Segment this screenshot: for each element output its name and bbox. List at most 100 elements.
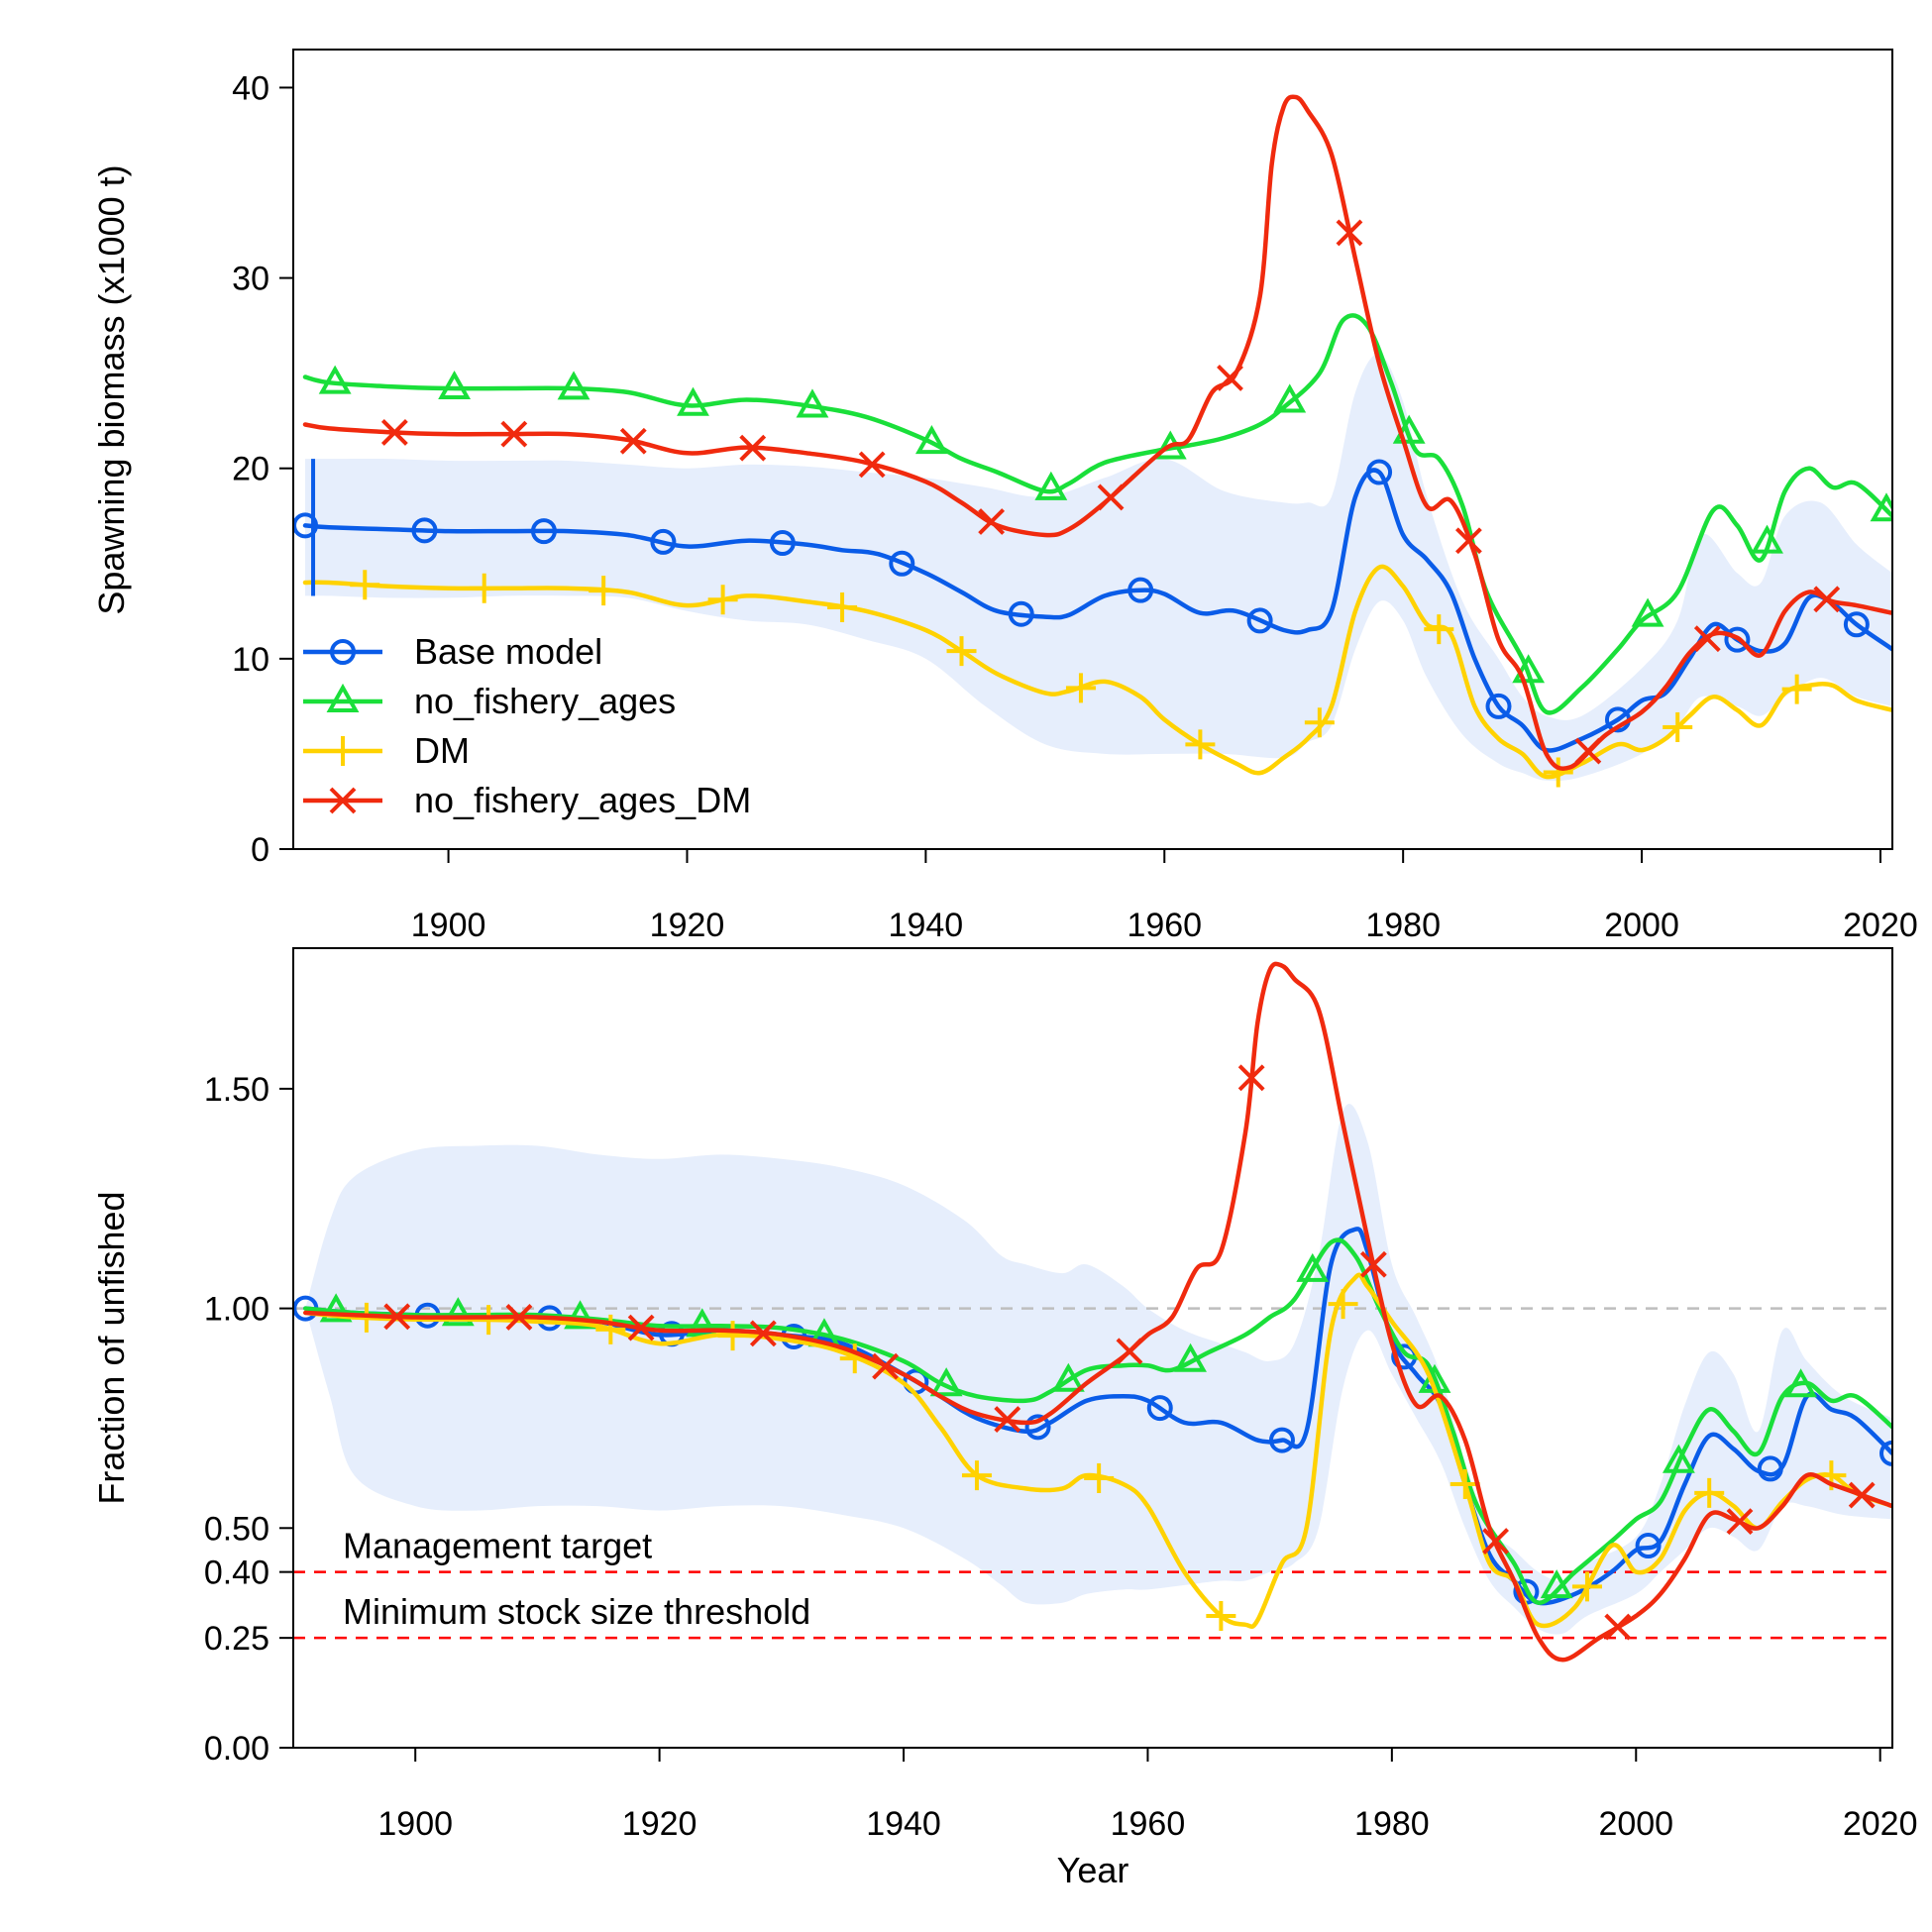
x-tick-label: 2020	[1843, 907, 1918, 944]
series-point-base-model	[411, 517, 438, 544]
legend-label-no-fishery-ages: no_fishery_ages	[414, 681, 676, 721]
series-point-dm	[474, 1305, 504, 1336]
x-tick-label: 1920	[650, 907, 725, 944]
series-point-no-fishery-ages-dm	[1813, 586, 1841, 613]
series-point-no-fishery-ages	[441, 1297, 475, 1327]
series-point-base-model	[1879, 1440, 1892, 1466]
x-tick-label: 1940	[889, 907, 964, 944]
series-point-no-fishery-ages-dm	[500, 420, 528, 448]
series-point-no-fishery-ages	[686, 1308, 719, 1338]
x-tick-label: 2000	[1598, 1805, 1673, 1843]
y-tick-label: 40	[232, 69, 269, 107]
series-point-no-fishery-ages	[1662, 1444, 1695, 1473]
y-tick-label: 0	[251, 831, 269, 869]
series-point-no-fishery-ages-dm	[739, 434, 767, 462]
reference-label-management-target: Management target	[343, 1526, 652, 1566]
series-line-no-fishery-ages-dm	[303, 961, 1892, 1663]
series-point-dm	[469, 573, 499, 603]
series-point-no-fishery-ages	[929, 1367, 963, 1397]
legend-label-no-fishery-ages-dm: no_fishery_ages_DM	[414, 780, 751, 820]
series-point-dm	[595, 1314, 626, 1344]
series-point-no-fishery-ages	[1051, 1362, 1085, 1392]
series-point-no-fishery-ages-dm	[1336, 219, 1363, 247]
series-point-base-model	[1724, 626, 1751, 653]
series-point-no-fishery-ages-dm	[858, 451, 886, 479]
legend-label-base-model: Base model	[414, 631, 602, 672]
x-tick-label: 1960	[1111, 1805, 1186, 1843]
series-point-dm	[350, 570, 380, 600]
series-point-no-fishery-ages	[438, 370, 472, 400]
series-point-dm	[1663, 712, 1693, 743]
plot-frame	[292, 49, 1893, 850]
series-line-no-fishery-ages	[303, 1237, 1892, 1605]
series-point-dm	[1781, 674, 1812, 704]
series-point-no-fishery-ages	[677, 386, 709, 416]
x-tick-label: 1900	[411, 907, 486, 944]
series-point-dm	[1449, 1468, 1480, 1499]
series-point-no-fishery-ages-dm	[1359, 1250, 1387, 1278]
series-point-no-fishery-ages	[318, 365, 352, 394]
x-tick-label: 1980	[1365, 907, 1441, 944]
legend-label-dm: DM	[414, 730, 470, 771]
series-point-base-model	[1246, 607, 1273, 634]
plot-frame	[292, 947, 1893, 1749]
series-point-no-fishery-ages	[1174, 1342, 1207, 1372]
series-point-no-fishery-ages	[1751, 524, 1783, 554]
uncertainty-band	[305, 354, 1892, 782]
x-tick-label: 1900	[377, 1805, 453, 1843]
series-point-dm	[1543, 757, 1573, 788]
chart-panel-2: Management target Minimum stock size thre…	[91, 947, 1918, 1890]
series-point-no-fishery-ages	[319, 1293, 353, 1323]
series-dm	[302, 564, 1892, 788]
y-tick-label: 30	[232, 261, 269, 298]
series-point-base-model	[1127, 577, 1154, 603]
x-tick-label: 2020	[1843, 1805, 1918, 1843]
x-tick-label: 1960	[1127, 907, 1202, 944]
series-base-model	[293, 459, 1892, 753]
y-tick-label: 20	[232, 451, 269, 488]
series-point-base-model	[1268, 1427, 1295, 1453]
series-point-dm	[827, 591, 858, 622]
series-point-no-fishery-ages-dm	[1726, 1508, 1754, 1536]
series-point-dm	[1694, 1477, 1725, 1508]
series-point-dm	[946, 636, 977, 667]
series-point-no-fishery-ages-dm	[619, 427, 647, 455]
series-point-base-model	[1366, 459, 1393, 485]
series-point-dm	[1065, 673, 1096, 703]
series-point-no-fishery-ages-dm	[1237, 1064, 1265, 1092]
x-tick-label: 1940	[866, 1805, 941, 1843]
series-point-base-model	[1635, 1533, 1662, 1559]
series-line-no-fishery-ages-dm	[302, 94, 1892, 772]
series-point-base-model	[530, 518, 557, 545]
series-point-no-fishery-ages	[1512, 654, 1546, 684]
series-point-no-fishery-ages-dm	[1116, 1338, 1143, 1365]
series-point-dm	[1328, 1289, 1358, 1320]
series-point-base-model	[769, 530, 796, 557]
series-line-dm	[302, 564, 1892, 780]
series-point-no-fishery-ages-dm	[1693, 625, 1721, 653]
series-point-base-model	[1146, 1395, 1173, 1422]
series-point-no-fishery-ages-dm	[1454, 527, 1482, 555]
series-no-fishery-ages	[302, 313, 1892, 715]
y-tick-label: 1.50	[204, 1071, 269, 1109]
series-point-no-fishery-ages-dm	[1097, 483, 1125, 511]
legend: Base model no_fishery_ages DM no_fishery_ag…	[303, 631, 751, 820]
series-point-dm	[1424, 614, 1454, 645]
series-point-base-model	[889, 550, 915, 577]
x-tick-label: 1980	[1354, 1805, 1430, 1843]
series-point-no-fishery-ages	[1296, 1252, 1330, 1282]
series-point-no-fishery-ages-dm	[1848, 1481, 1876, 1509]
series-point-base-model	[1843, 611, 1870, 638]
series-point-no-fishery-ages	[564, 1300, 596, 1330]
series-line-base-model	[302, 468, 1892, 753]
series-point-no-fishery-ages	[1034, 471, 1068, 500]
series-no-fishery-ages-dm	[303, 961, 1892, 1663]
y-tick-label: 0.00	[204, 1730, 269, 1768]
series-point-no-fishery-ages	[1631, 597, 1664, 627]
series-point-no-fishery-ages	[1540, 1569, 1573, 1599]
series-point-no-fishery-ages	[1870, 492, 1892, 522]
series-point-base-model	[1485, 693, 1512, 719]
x-axis-title: Year	[1057, 1850, 1129, 1890]
series-point-no-fishery-ages-dm	[1604, 1613, 1632, 1641]
series-point-dm	[1206, 1600, 1236, 1631]
